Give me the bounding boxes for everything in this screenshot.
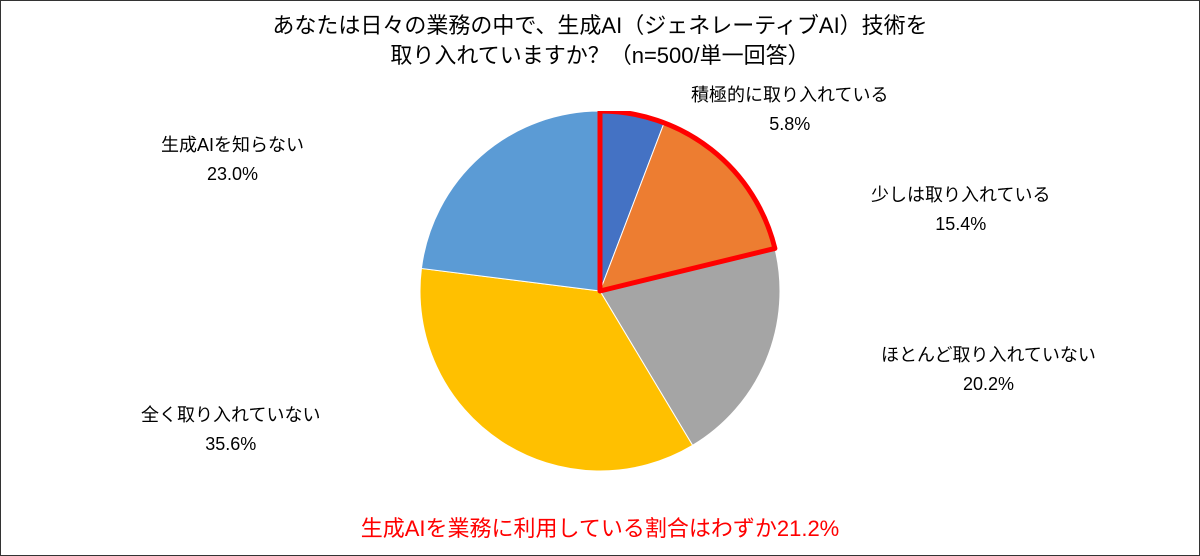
slice-label-pct: 15.4% <box>871 210 1050 239</box>
slice-label-2: ほとんど取り入れていない20.2% <box>881 341 1096 399</box>
slice-label-text: 積極的に取り入れている <box>691 81 888 110</box>
slice-label-3: 全く取り入れていない35.6% <box>141 401 320 459</box>
chart-title-line2: 取り入れていますか？（n=500/単一回答） <box>390 43 809 68</box>
chart-caption: 生成AIを業務に利用している割合はわずか21.2% <box>1 511 1199 543</box>
slice-label-pct: 20.2% <box>881 370 1096 399</box>
chart-title: あなたは日々の業務の中で、生成AI（ジェネレーティブAI）技術を 取り入れていま… <box>1 11 1199 70</box>
slice-label-pct: 35.6% <box>141 430 320 459</box>
slice-label-1: 少しは取り入れている15.4% <box>871 181 1050 239</box>
chart-frame: あなたは日々の業務の中で、生成AI（ジェネレーティブAI）技術を 取り入れていま… <box>0 0 1200 556</box>
pie-slice-4 <box>421 111 600 291</box>
slice-label-text: 全く取り入れていない <box>141 401 320 430</box>
pie-svg <box>420 111 780 471</box>
slice-label-pct: 23.0% <box>161 160 304 189</box>
chart-title-line1: あなたは日々の業務の中で、生成AI（ジェネレーティブAI）技術を <box>272 13 927 38</box>
pie-chart <box>420 111 780 471</box>
slice-label-pct: 5.8% <box>691 110 888 139</box>
slice-label-text: 少しは取り入れている <box>871 181 1050 210</box>
slice-label-text: 生成AIを知らない <box>161 131 304 160</box>
slice-label-4: 生成AIを知らない23.0% <box>161 131 304 189</box>
slice-label-text: ほとんど取り入れていない <box>881 341 1096 370</box>
slice-label-0: 積極的に取り入れている5.8% <box>691 81 888 139</box>
